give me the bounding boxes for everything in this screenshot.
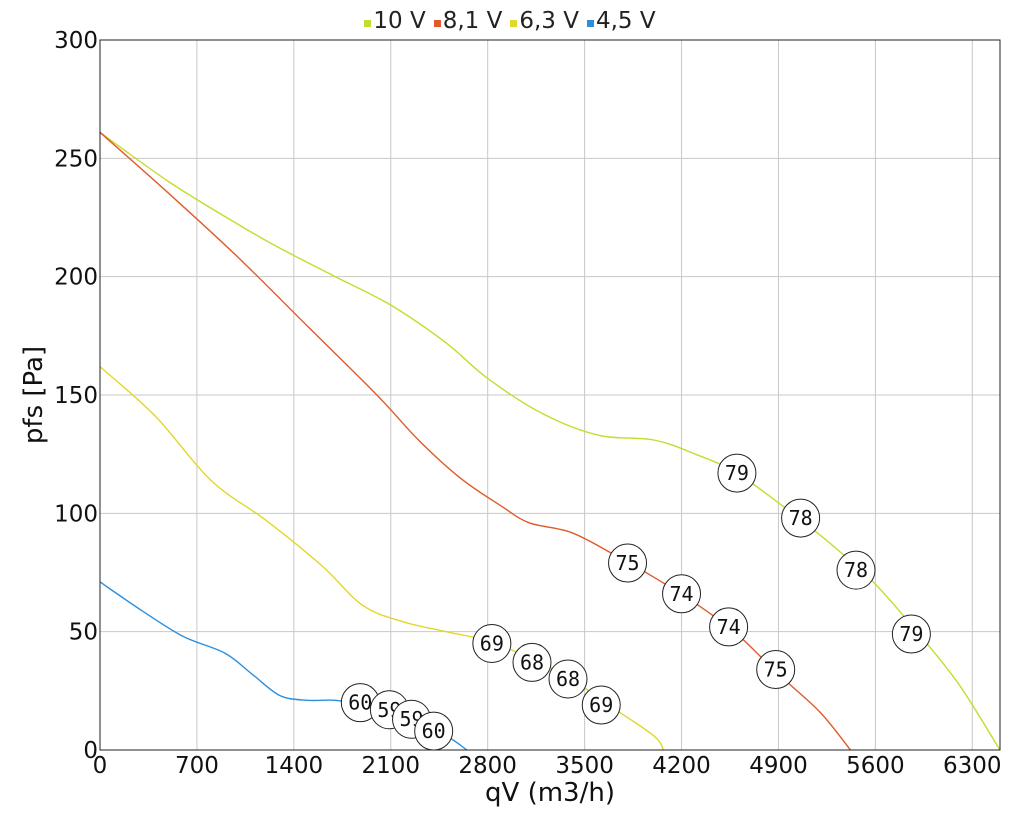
marker-circle (756, 650, 796, 690)
marker-circle (608, 543, 648, 583)
legend-label: 4,5 V (595, 8, 656, 34)
series-0-marker: 79 (891, 614, 931, 654)
series-2-marker: 69 (581, 685, 621, 725)
marker-label: 60 (422, 719, 446, 743)
series-line-1 (99, 131, 852, 751)
series-0-marker: 78 (836, 550, 876, 590)
y-tick-label: 200 (54, 265, 98, 291)
marker-label: 74 (717, 615, 741, 639)
marker-circle (836, 550, 876, 590)
marker-label: 69 (480, 632, 504, 656)
legend-swatch (364, 19, 372, 27)
marker-circle (662, 574, 702, 614)
marker-circle (512, 642, 552, 682)
marker-circle (781, 498, 821, 538)
grid-lines (99, 39, 1000, 751)
series-1-marker: 74 (662, 574, 702, 614)
legend-label: 8,1 V (442, 8, 503, 34)
marker-label: 68 (556, 667, 580, 691)
x-axis-label: qV (m3/h) (485, 778, 615, 808)
marker-label: 78 (789, 506, 813, 530)
marker-label: 60 (348, 691, 372, 715)
marker-circle (581, 685, 621, 725)
series-3-marker: 60 (414, 711, 454, 751)
tick-labels: 0 700 1400 2100 2800 3500 4200 4900 5600 6300 0 50 1… (54, 28, 1001, 779)
x-tick-label: 4900 (749, 753, 808, 779)
chart-legend: 10 V 8,1 V 6,3 V 4,5 V (0, 6, 1020, 36)
legend-item[interactable]: 10 V (364, 8, 426, 34)
x-tick-label: 3500 (555, 753, 614, 779)
y-tick-label: 150 (54, 383, 98, 409)
marker-circle (548, 659, 588, 699)
series-0-marker: 78 (781, 498, 821, 538)
y-tick-label: 100 (54, 501, 98, 527)
series-2-marker: 68 (512, 642, 552, 682)
x-tick-label: 4200 (652, 753, 711, 779)
legend-label: 10 V (373, 8, 426, 34)
marker-label: 68 (520, 650, 544, 674)
marker-label: 75 (615, 551, 639, 575)
series-2-marker: 69 (472, 624, 512, 663)
marker-label: 78 (844, 558, 868, 582)
series-1-marker: 74 (709, 607, 749, 647)
series-0-marker: 79 (717, 453, 757, 493)
series-1-marker: 75 (608, 543, 648, 583)
marker-label: 69 (589, 693, 613, 717)
y-axis-label: pfs [Pa] (19, 346, 49, 444)
marker-label: 79 (899, 622, 923, 646)
legend-label: 6,3 V (519, 8, 579, 34)
legend-swatch (510, 19, 518, 27)
marker-label: 75 (764, 658, 788, 682)
x-tick-label: 0 (93, 753, 108, 779)
x-tick-label: 1400 (265, 753, 324, 779)
legend-item[interactable]: 6,3 V (510, 8, 579, 34)
marker-circle (472, 624, 512, 663)
legend-swatch (586, 19, 594, 27)
marker-label: 74 (669, 582, 693, 606)
x-tick-label: 6300 (943, 753, 1002, 779)
plot-frame (99, 39, 1001, 751)
x-tick-label: 2100 (361, 753, 420, 779)
marker-label: 79 (725, 461, 749, 485)
legend-item[interactable]: 8,1 V (433, 8, 503, 34)
legend-item[interactable]: 4,5 V (586, 8, 656, 34)
x-tick-label: 2800 (458, 753, 517, 779)
y-tick-label: 0 (83, 738, 98, 764)
series-line-0 (99, 131, 1001, 751)
x-tick-label: 5600 (846, 753, 905, 779)
series-2-marker: 68 (548, 659, 588, 699)
x-tick-label: 700 (175, 753, 219, 779)
series-1-marker: 75 (756, 650, 796, 690)
marker-circle (709, 607, 749, 647)
marker-circle (717, 453, 757, 493)
legend-swatch (433, 19, 441, 27)
marker-circle (891, 614, 931, 654)
y-tick-label: 300 (54, 28, 98, 54)
y-tick-label: 250 (54, 146, 98, 172)
y-tick-label: 50 (69, 620, 98, 646)
